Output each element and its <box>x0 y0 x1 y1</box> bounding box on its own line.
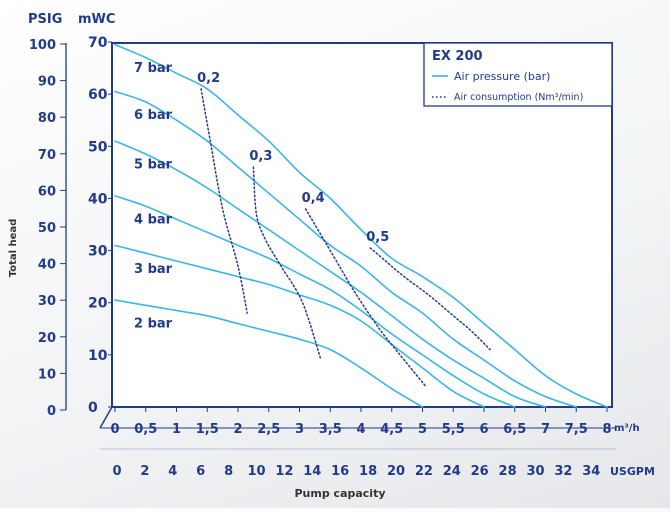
psig-tick-label: 50 <box>38 221 56 236</box>
psig-tick-label: 30 <box>38 294 56 309</box>
legend-item-air-pressure: Air pressure (bar) <box>454 70 550 83</box>
y-axis-title: Total head <box>8 219 19 278</box>
legend-title: EX 200 <box>432 49 483 64</box>
pressure-curve-2-bar <box>114 299 424 408</box>
legend-box <box>423 42 613 107</box>
pressure-curve-5-bar <box>114 140 547 408</box>
usgpm-tick-label: 26 <box>471 464 489 479</box>
usgpm-tick-label: 4 <box>168 464 177 479</box>
x-tick-label: 6,5 <box>503 422 526 437</box>
x-tick-label: 6 <box>479 422 488 437</box>
mwc-tick-label: 30 <box>88 244 108 260</box>
pressure-label-5-bar: 5 bar <box>134 158 173 173</box>
consumption-label-0-2: 0,2 <box>197 71 220 86</box>
pressure-curve-6-bar <box>114 90 578 408</box>
x-unit-label: m³/h <box>614 423 640 434</box>
axis-corner-line <box>99 406 113 429</box>
consumption-label-0-5: 0,5 <box>366 230 389 245</box>
mwc-tick-label: 10 <box>88 348 108 364</box>
air-consumption-0-2 <box>200 88 248 314</box>
psig-tick-label: 60 <box>38 184 56 199</box>
usgpm-tick-label: 12 <box>275 464 293 479</box>
pressure-curve-3-bar <box>114 244 485 408</box>
x-tick-label: 4 <box>356 422 365 437</box>
mwc-tick-label: 70 <box>88 35 108 51</box>
mwc-ticks: 0 10 20 30 40 50 60 70 <box>88 35 112 416</box>
pressure-label-2-bar: 2 bar <box>134 317 173 332</box>
psig-tick-label: 90 <box>38 75 56 90</box>
psig-ticks: 0 10 20 30 40 50 60 70 80 90 100 <box>29 38 66 419</box>
mwc-unit-label: mWC <box>78 12 115 27</box>
consumption-label-0-3: 0,3 <box>249 149 272 164</box>
usgpm-tick-label: 22 <box>415 464 433 479</box>
x-tick-label: 1 <box>172 422 181 437</box>
psig-tick-label: 70 <box>38 148 56 163</box>
x-tick-label: 5 <box>418 422 427 437</box>
legend-item-air-consumption: Air consumption (Nm³/min) <box>454 92 583 103</box>
usgpm-tick-label: 0 <box>112 464 121 479</box>
series-layer <box>114 43 608 408</box>
usgpm-tick-label: 14 <box>303 464 321 479</box>
x-tick-label: 0 <box>110 422 119 437</box>
consumption-label-0-4: 0,4 <box>302 191 325 206</box>
x-tick-label: 2,5 <box>257 422 280 437</box>
usgpm-tick-label: 32 <box>554 464 572 479</box>
mwc-tick-label: 50 <box>88 139 108 155</box>
mwc-tick-label: 20 <box>88 296 108 312</box>
usgpm-tick-label: 10 <box>247 464 265 479</box>
psig-unit-label: PSIG <box>28 12 62 27</box>
x-tick-label: 7,5 <box>565 422 588 437</box>
legend: EX 200 Air pressure (bar) Air consumptio… <box>423 42 613 107</box>
usgpm-tick-label: 18 <box>359 464 377 479</box>
usgpm-tick-label: 24 <box>443 464 461 479</box>
psig-tick-label: 80 <box>38 111 56 126</box>
usgpm-tick-label: 6 <box>196 464 205 479</box>
mwc-tick-label: 60 <box>88 87 108 103</box>
mwc-tick-label: 0 <box>88 400 98 416</box>
x-tick-label: 0,5 <box>134 422 157 437</box>
mwc-tick-label: 40 <box>88 191 108 207</box>
air-consumption-0-4 <box>304 208 427 387</box>
pressure-label-3-bar: 3 bar <box>134 262 173 277</box>
x-axis-title: Pump capacity <box>294 487 385 500</box>
psig-tick-label: 0 <box>47 404 56 419</box>
psig-tick-label: 10 <box>38 367 56 382</box>
psig-tick-label: 20 <box>38 331 56 346</box>
x-tick-label: 7 <box>541 422 550 437</box>
usgpm-tick-label: 30 <box>526 464 544 479</box>
x-tick-label: 3 <box>295 422 304 437</box>
usgpm-tick-label: 34 <box>582 464 600 479</box>
usgpm-tick-label: 2 <box>140 464 149 479</box>
usgpm-tick-label: 20 <box>387 464 405 479</box>
x-tick-label: 2 <box>233 422 242 437</box>
air-consumption-0-3 <box>252 166 322 361</box>
pressure-curve-7-bar <box>114 43 608 408</box>
usgpm-unit-label: USGPM <box>610 465 655 478</box>
x-tick-label: 3,5 <box>319 422 342 437</box>
usgpm-tick-label: 8 <box>224 464 233 479</box>
x-tick-label: 1,5 <box>196 422 219 437</box>
x-ticks: 0 0,5 1 1,5 2 2,5 3 3,5 4 4,5 5 5,5 6 6,5 7 7,5 8 <box>110 407 612 437</box>
curve-labels: 7 bar 6 bar 5 bar 4 bar 3 bar 2 bar 0,2 0,3 0,4 0… <box>134 61 389 332</box>
x-tick-label: 5,5 <box>442 422 465 437</box>
x-tick-label: 8 <box>602 422 611 437</box>
usgpm-ticks: 0 2 4 6 8 10 12 14 16 18 20 22 24 26 28 30 32 34 <box>112 464 600 479</box>
usgpm-tick-label: 16 <box>331 464 349 479</box>
air-consumption-0-5 <box>369 247 491 351</box>
x-tick-label: 4,5 <box>380 422 403 437</box>
pressure-label-7-bar: 7 bar <box>134 61 173 76</box>
pressure-label-6-bar: 6 bar <box>134 108 173 123</box>
psig-tick-label: 40 <box>38 258 56 273</box>
usgpm-tick-label: 28 <box>499 464 517 479</box>
psig-tick-label: 100 <box>29 38 56 53</box>
pressure-label-4-bar: 4 bar <box>134 212 173 227</box>
pressure-curve-4-bar <box>114 195 516 408</box>
